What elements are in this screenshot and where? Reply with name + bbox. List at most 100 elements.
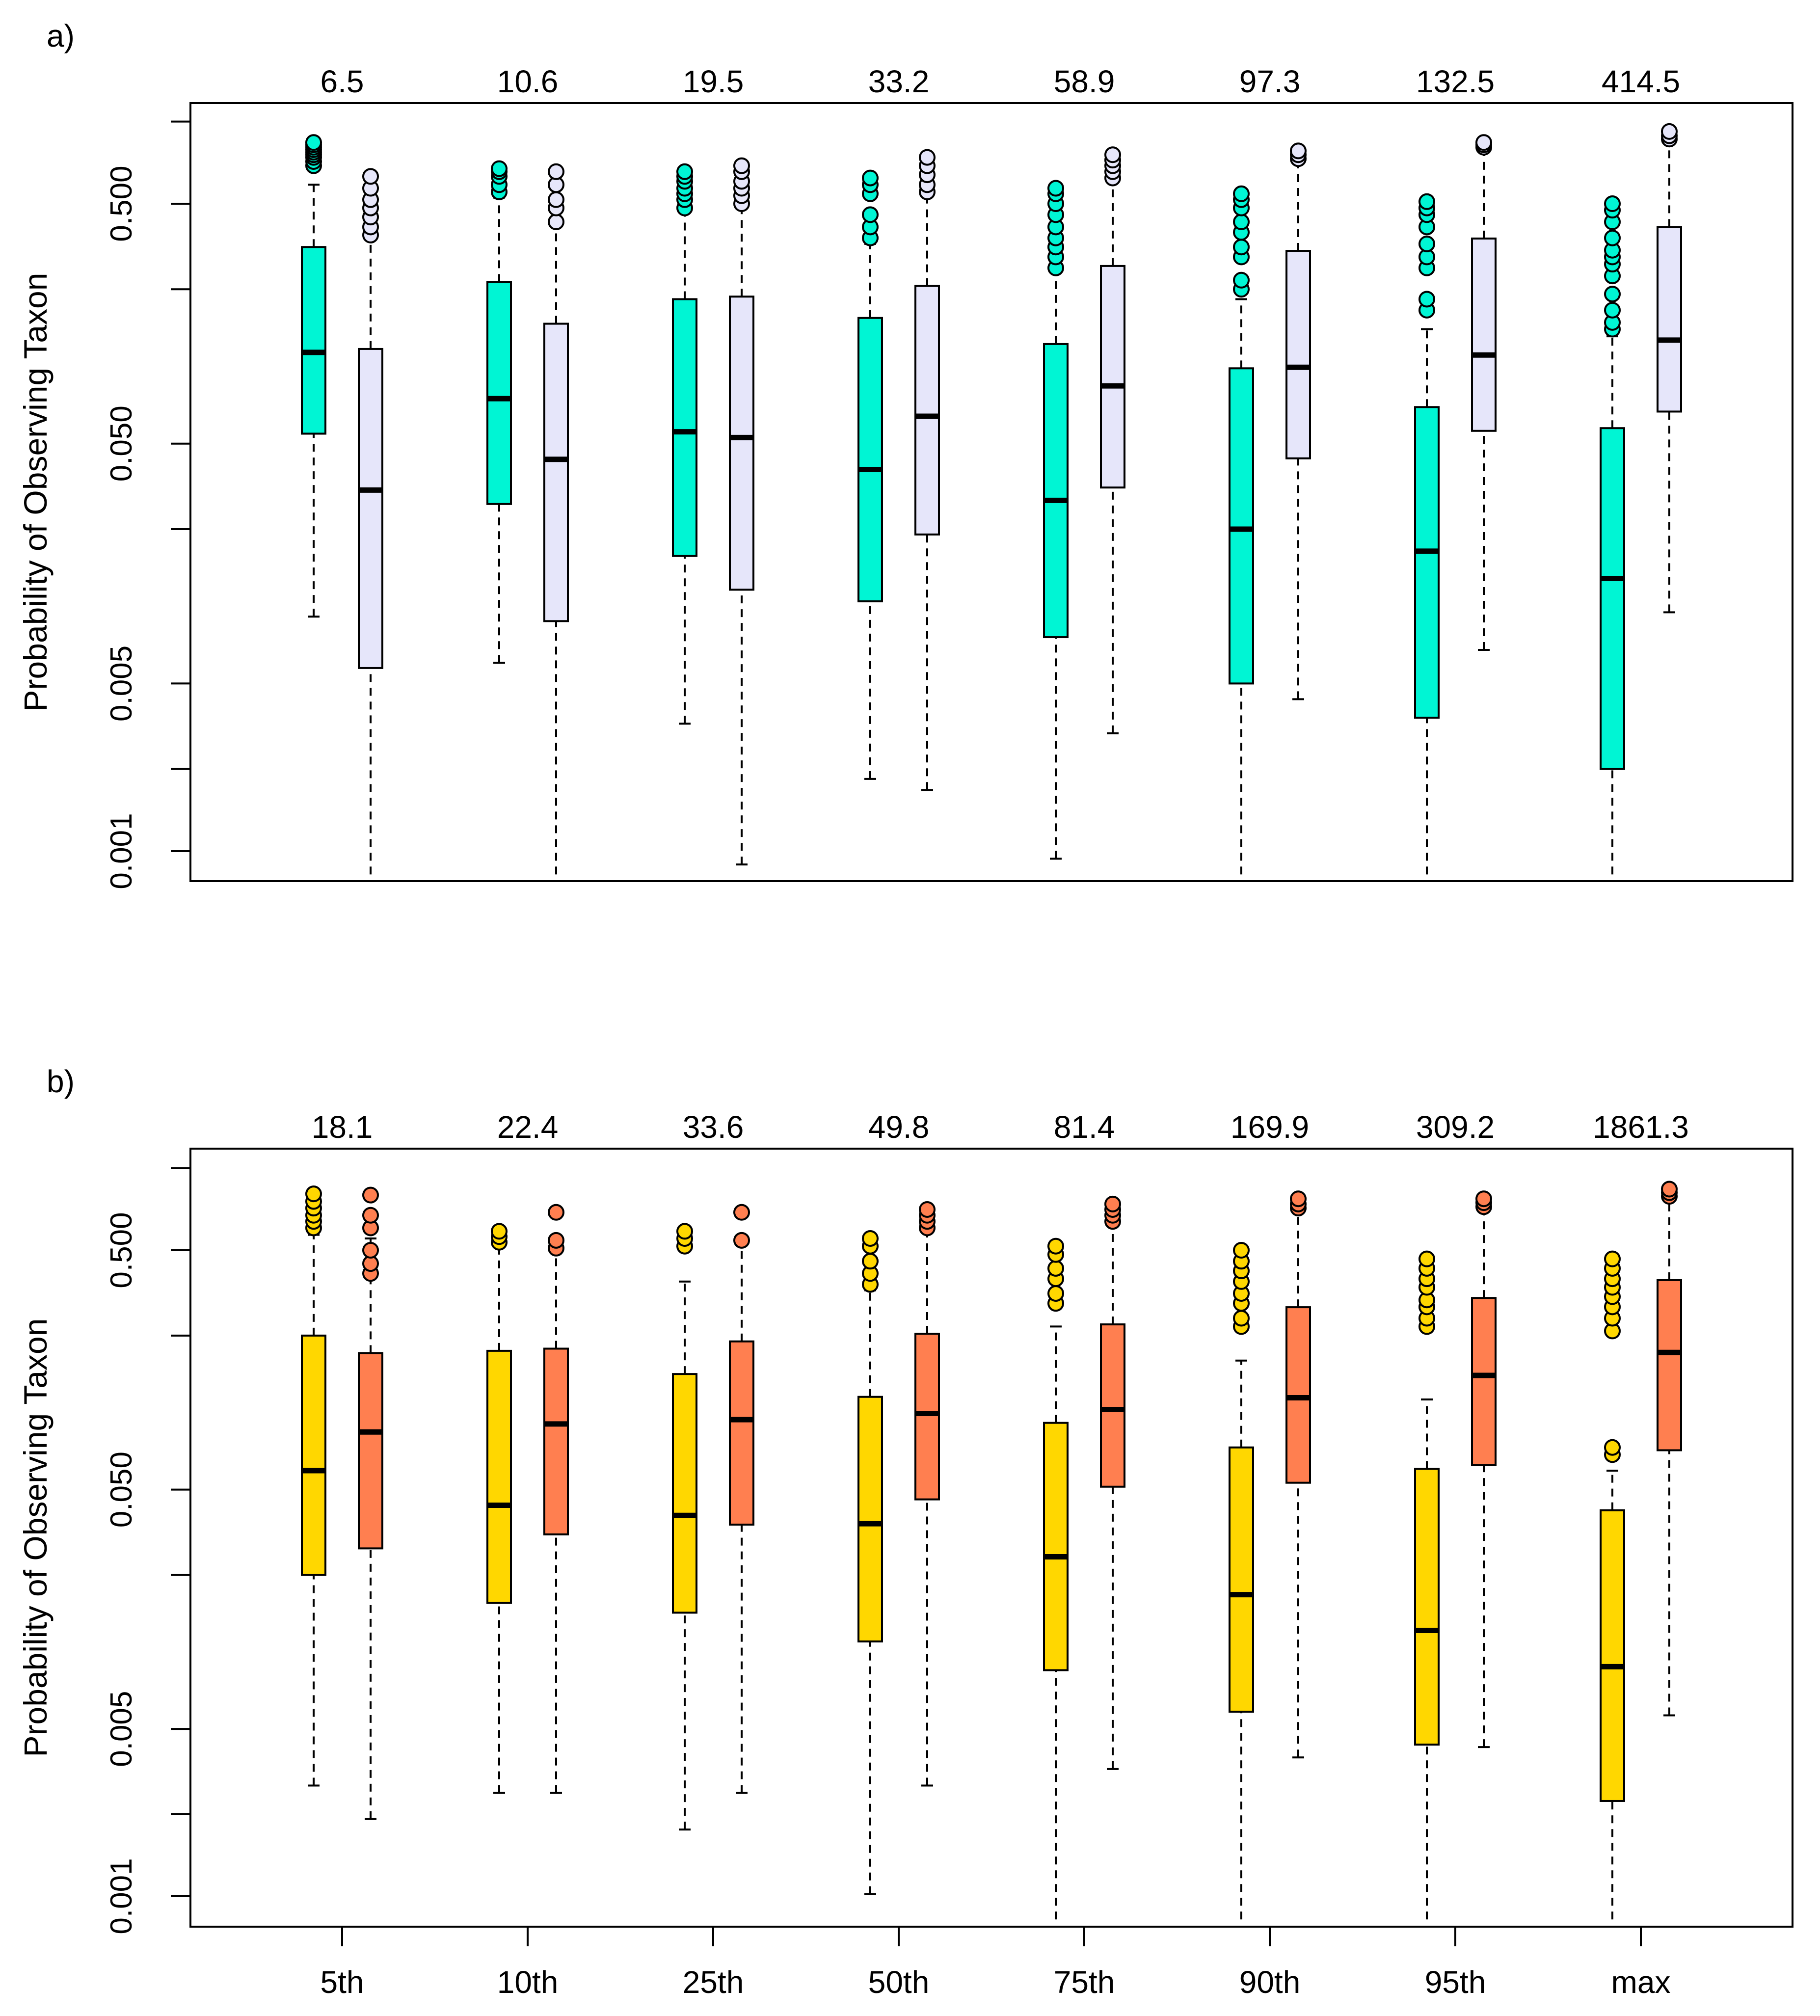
outlier-point: [548, 214, 564, 231]
iqr-box: [358, 348, 383, 669]
iqr-box: [1414, 1468, 1440, 1746]
box-series-1-90th: [1229, 185, 1254, 875]
y-tick-label: 0.500: [105, 165, 138, 242]
y-tick-label: 0.050: [105, 1452, 138, 1528]
plot-frame: [189, 1148, 1793, 1928]
box-series-1-max: [1600, 1250, 1625, 1920]
group-top-value: 1861.3: [1593, 1109, 1689, 1145]
outlier-point: [548, 1204, 564, 1221]
group-top-value: 22.4: [497, 1109, 559, 1145]
group-top-value: 18.1: [312, 1109, 373, 1145]
box-series-1-10th: [486, 1223, 512, 1794]
panel-a: a) 0.001 0.005 0.050 0.500 Probability of Ob…: [17, 18, 1793, 889]
iqr-box: [1657, 1279, 1682, 1452]
y-tick-label: 0.005: [105, 645, 138, 722]
box-series-2-90th: [1285, 1190, 1311, 1759]
outlier-point: [1604, 286, 1621, 303]
outlier-point: [362, 1207, 379, 1224]
y-axis-title: Probability of Observing Taxon: [17, 273, 54, 712]
iqr-box: [1285, 250, 1311, 459]
outlier-point: [1104, 1195, 1121, 1212]
outlier-point: [862, 169, 879, 187]
box-series-2-95th: [1471, 134, 1497, 651]
outlier-point: [1419, 193, 1435, 210]
outlier-point: [548, 191, 564, 208]
outlier-point: [1047, 1237, 1064, 1255]
box-series-1-25th: [672, 1223, 697, 1831]
iqr-box: [1600, 427, 1625, 770]
iqr-box: [1285, 1306, 1311, 1484]
group-top-value: 10.6: [497, 64, 559, 99]
y-tick-label: 0.050: [105, 405, 138, 482]
box-series-1-90th: [1229, 1242, 1254, 1920]
outlier-point: [676, 163, 693, 180]
outlier-point: [305, 1185, 322, 1203]
iqr-box: [486, 281, 512, 505]
group-top-value: 169.9: [1231, 1109, 1309, 1145]
iqr-box: [1229, 1446, 1254, 1713]
box-series-1-max: [1600, 195, 1625, 875]
outlier-point: [1290, 142, 1307, 160]
outlier-point: [362, 1242, 379, 1259]
group-top-value: 414.5: [1602, 64, 1680, 99]
box-series-1-5th: [301, 1185, 326, 1787]
outlier-point: [862, 1253, 879, 1270]
box-series-2-25th: [729, 157, 754, 866]
outlier-point: [1604, 195, 1621, 212]
box-series-2-90th: [1285, 142, 1311, 700]
outlier-point: [1661, 123, 1678, 140]
iqr-box: [1100, 265, 1125, 489]
iqr-box: [729, 296, 754, 591]
outlier-point: [1475, 1190, 1492, 1208]
panel-a-label: a): [47, 18, 75, 54]
box-series-1-50th: [857, 1230, 883, 1895]
box-series-2-5th: [358, 1186, 383, 1820]
iqr-box: [301, 1334, 326, 1576]
outlier-point: [1047, 1285, 1064, 1302]
box-series-1-75th: [1043, 180, 1069, 860]
outlier-point: [1604, 301, 1621, 319]
x-tick-label-95th: 95th: [1425, 1964, 1486, 2000]
iqr-box: [1471, 237, 1497, 432]
outlier-point: [1475, 134, 1492, 151]
panel-b: b) 0.001 0.005 0.050 0.500 Probability of Ob…: [17, 1064, 1793, 1935]
outlier-point: [1661, 1181, 1678, 1198]
iqr-box: [1100, 1323, 1125, 1488]
x-tick-label-max: max: [1611, 1964, 1671, 2000]
y-tick-label: 0.500: [105, 1212, 138, 1288]
group-top-value: 58.9: [1054, 64, 1115, 99]
y-tick-label: 0.001: [105, 1858, 138, 1934]
iqr-box: [1043, 343, 1069, 639]
x-tick-label-75th: 75th: [1054, 1964, 1115, 2000]
outlier-point: [1233, 1310, 1250, 1327]
iqr-box: [914, 1333, 940, 1501]
outlier-point: [548, 163, 564, 180]
outlier-point: [305, 134, 322, 151]
x-tick-label-25th: 25th: [683, 1964, 744, 2000]
box-series-1-50th: [857, 169, 883, 780]
box-series-2-max: [1657, 123, 1682, 614]
outlier-point: [1604, 1250, 1621, 1267]
box-series-2-10th: [543, 1204, 569, 1794]
iqr-box: [672, 298, 697, 557]
box-series-1-5th: [301, 134, 326, 618]
y-tick-label: 0.005: [105, 1691, 138, 1767]
box-series-2-50th: [914, 1201, 940, 1787]
box-series-2-25th: [729, 1204, 754, 1794]
outlier-point: [1419, 1250, 1435, 1267]
box-series-2-95th: [1471, 1190, 1497, 1748]
outlier-point: [733, 1232, 750, 1249]
iqr-box: [358, 1352, 383, 1550]
iqr-box: [543, 1347, 569, 1535]
y-tick-label: 0.001: [105, 813, 138, 889]
x-tick-label-50th: 50th: [868, 1964, 930, 2000]
box-series-2-75th: [1100, 146, 1125, 734]
x-tick-label-5th: 5th: [321, 1964, 364, 2000]
group-top-value: 132.5: [1416, 64, 1495, 99]
iqr-box: [543, 323, 569, 622]
outlier-point: [1047, 180, 1064, 197]
panel-b-label: b): [47, 1064, 75, 1099]
x-tick-label-90th: 90th: [1239, 1964, 1301, 2000]
iqr-box: [914, 285, 940, 536]
